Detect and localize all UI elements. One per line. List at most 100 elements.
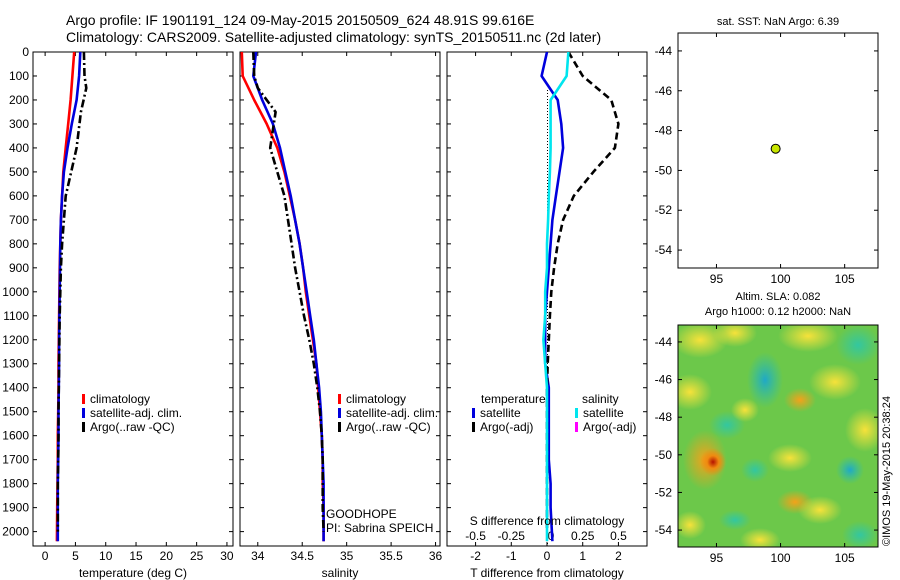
- salinity-legend-swatch: [338, 408, 341, 418]
- temperature-x-label: temperature (deg C): [79, 566, 187, 580]
- sla-map-title: Altim. SLA: 0.082: [736, 291, 821, 303]
- x-tick-label: 5: [72, 549, 79, 563]
- y-tick-label: 1900: [2, 501, 29, 515]
- sla-map-y-tick-label: -44: [655, 335, 673, 349]
- sla-map-ticks: -44 -46 -48 -50 -52 -54 95 100 105: [655, 325, 878, 565]
- temperature-x-ticks: 0 5 10 15 20 25 30: [42, 52, 234, 563]
- salinity-x-ticks: 34 34.5 35 35.5 36: [251, 52, 443, 563]
- temperature-legend-swatch: [82, 422, 85, 432]
- sst-map-panel: sat. SST: NaN Argo: 6.39 -44 -46 -48 -50 -52…: [655, 16, 879, 286]
- s-difference-label: S difference from climatology: [470, 514, 625, 528]
- y-tick-label: 2000: [2, 525, 29, 539]
- sst-map-x-tick-label: 95: [710, 272, 724, 286]
- y-tick-label: 100: [9, 69, 29, 83]
- sst-map-y-tick-label: -50: [655, 163, 673, 177]
- x-tick-label: -2: [470, 549, 481, 563]
- sst-map-x-tick-label: 100: [771, 272, 791, 286]
- salinity-legend-swatch: [338, 422, 341, 432]
- x-tick-label: 2: [615, 549, 622, 563]
- series-line-argo-raw-qc-: [56, 52, 88, 532]
- t-difference-x-label: T difference from climatology: [470, 566, 624, 580]
- difference-legend-swatch: [575, 422, 578, 432]
- y-tick-label: 600: [9, 189, 29, 203]
- float-pi-label: PI: Sabrina SPEICH: [326, 521, 433, 535]
- y-tick-label: 1000: [2, 285, 29, 299]
- y-tick-label: 400: [9, 141, 29, 155]
- salinity-legend-label: satellite-adj. clim.: [346, 406, 438, 420]
- salinity-legend-label: climatology: [346, 392, 406, 406]
- imos-credit: ©IMOS 19-May-2015 20:38:24: [881, 396, 893, 546]
- sla-map-subtitle: Argo h1000: 0.12 h2000: NaN: [705, 306, 851, 318]
- x-tick-label: 0: [544, 549, 551, 563]
- difference-legend-label: Argo(-adj): [480, 420, 533, 434]
- salinity-axes-frame: [239, 51, 441, 547]
- x-tick-label: -1: [506, 549, 517, 563]
- y-tick-label: 1100: [3, 309, 29, 323]
- temperature-axes-frame: [32, 51, 234, 547]
- difference-legend-label: satellite: [583, 406, 624, 420]
- difference-y-ticks: [447, 51, 647, 533]
- argo-position-marker: [770, 143, 781, 154]
- x-tick-label: 34.5: [291, 549, 315, 563]
- y-tick-label: 1200: [2, 333, 29, 347]
- x-tick-label: 15: [129, 549, 143, 563]
- x-tick-label: 20: [160, 549, 174, 563]
- difference-legend: temperature salinitysatelliteArgo(-adj)sa…: [472, 392, 636, 434]
- salinity-legend-label: Argo(..raw -QC): [346, 420, 431, 434]
- header-title-line1: Argo profile: IF 1901191_124 09-May-2015…: [66, 12, 534, 28]
- temperature-legend-label: climatology: [90, 392, 150, 406]
- difference-legend-label: Argo(-adj): [583, 420, 636, 434]
- series-line-satellite: [540, 52, 565, 542]
- temperature-legend-label: Argo(..raw -QC): [90, 420, 175, 434]
- legend-header-temperature: temperature: [481, 392, 546, 406]
- sst-map-y-tick-label: -54: [655, 243, 673, 257]
- y-tick-label: 1600: [2, 429, 29, 443]
- sst-map-ticks: -44 -46 -48 -50 -52 -54 95 100 105: [655, 33, 878, 286]
- x-tick-label: 1: [579, 549, 586, 563]
- y-tick-label: 1800: [2, 477, 29, 491]
- header-title-line2: Climatology: CARS2009. Satellite-adjuste…: [66, 29, 601, 45]
- sst-map-points: [770, 143, 781, 154]
- sst-map-x-tick-label: 105: [835, 272, 855, 286]
- difference-legend-label: satellite: [480, 406, 521, 420]
- y-tick-label: 700: [9, 213, 29, 227]
- temperature-y-ticks: 0 100 200 300 400 500 600 700 800 900 1000 1100 1200…: [2, 45, 233, 539]
- sla-map-y-tick-label: -48: [655, 410, 673, 424]
- salinity-x-label: salinity: [322, 566, 359, 580]
- series-line-salinity-satellite: [542, 52, 570, 542]
- top-x-tick-label: 0.5: [610, 529, 627, 543]
- temperature-panel: 0100200300400500600700800900100011001200…: [2, 45, 234, 580]
- y-tick-label: 200: [9, 93, 29, 107]
- sla-map-x-tick-label: 105: [835, 551, 855, 565]
- x-tick-label: 10: [99, 549, 113, 563]
- x-tick-label: 25: [190, 549, 204, 563]
- top-x-tick-label: 0.25: [571, 529, 595, 543]
- salinity-legend-swatch: [338, 394, 341, 404]
- difference-legend-swatch: [472, 408, 475, 418]
- series-line-satellite-adj-clim-: [252, 52, 325, 542]
- float-project-label: GOODHOPE: [326, 507, 397, 521]
- sla-map-y-tick-label: -50: [655, 448, 673, 462]
- sla-heatmap: [678, 325, 878, 547]
- sst-map-y-tick-label: -46: [655, 84, 673, 98]
- y-tick-label: 900: [9, 261, 29, 275]
- sst-map-y-tick-label: -48: [655, 124, 673, 138]
- series-line-climatology: [240, 52, 325, 542]
- sla-map-frame: [677, 324, 879, 548]
- x-tick-label: 0: [42, 549, 49, 563]
- x-tick-label: 34: [251, 549, 265, 563]
- difference-x-ticks: -2 -1 0 1 2-0.5 -0.25 0 0.25 0.5: [465, 52, 627, 563]
- sla-map-panel: Altim. SLA: 0.082 Argo h1000: 0.12 h2000…: [655, 291, 893, 565]
- temperature-legend-swatch: [82, 394, 85, 404]
- y-tick-label: 1700: [2, 453, 29, 467]
- x-tick-label: 35: [340, 549, 354, 563]
- sla-map-y-tick-label: -54: [655, 523, 673, 537]
- salinity-series: [240, 52, 325, 542]
- difference-panel: -2 -1 0 1 2-0.5 -0.25 0 0.25 0.5 temperature sali…: [446, 51, 648, 580]
- temperature-series: [55, 52, 88, 542]
- difference-series: [540, 52, 620, 542]
- top-x-tick-label: -0.5: [465, 529, 486, 543]
